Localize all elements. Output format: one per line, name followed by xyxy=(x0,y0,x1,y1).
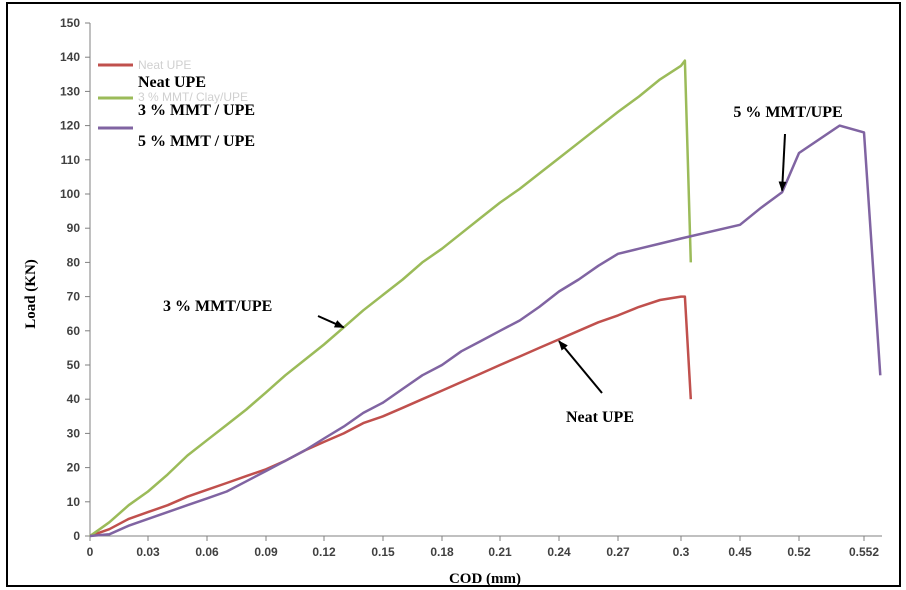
x-tick-label: 0.3 xyxy=(673,545,690,559)
y-tick-label: 150 xyxy=(60,16,80,30)
y-tick-label: 30 xyxy=(67,426,81,440)
y-tick-label: 120 xyxy=(60,119,80,133)
y-tick-label: 60 xyxy=(67,324,81,338)
y-tick-label: 130 xyxy=(60,84,80,98)
y-tick-label: 70 xyxy=(67,290,81,304)
y-tick-label: 140 xyxy=(60,50,80,64)
annotations: 3 % MMT/UPE Neat UPE 5 % MMT/UPE xyxy=(163,104,843,426)
legend-ghost-label: 3 % MMT/ Clay/UPE xyxy=(138,90,248,104)
y-tick-label: 80 xyxy=(67,255,81,269)
annotation-arrow xyxy=(317,315,345,329)
y-tick-label: 40 xyxy=(67,392,81,406)
x-tick-label: 0.552 xyxy=(849,545,879,559)
y-tick-label: 100 xyxy=(60,187,80,201)
x-tick-label: 0.18 xyxy=(430,545,454,559)
x-tick-label: 0.27 xyxy=(606,545,630,559)
series-line-3 xyxy=(89,124,882,538)
series-line-1 xyxy=(89,295,693,538)
x-tick-label: 0.52 xyxy=(787,545,811,559)
y-tick-label: 110 xyxy=(61,153,81,167)
x-tick-label: 0.45 xyxy=(728,545,752,559)
annotation-arrow xyxy=(778,133,787,192)
axes xyxy=(85,22,882,541)
x-tick-label: 0.03 xyxy=(136,545,160,559)
y-tick-label: 50 xyxy=(67,358,81,372)
y-tick-label: 20 xyxy=(67,461,81,475)
x-tick-label: 0.06 xyxy=(195,545,219,559)
legend-label: Neat UPE xyxy=(138,74,206,91)
legend-ghost-label: Neat UPE xyxy=(138,58,191,72)
series-line-2 xyxy=(89,59,693,538)
x-tick-label: 0.12 xyxy=(312,545,336,559)
y-tick-label: 90 xyxy=(67,221,81,235)
annotation-arrow xyxy=(558,340,603,394)
x-tick-label: 0.21 xyxy=(488,545,512,559)
x-tick-label: 0 xyxy=(87,545,94,559)
x-tick-label: 0.15 xyxy=(371,545,395,559)
legend-label: 3 % MMT / UPE xyxy=(138,102,255,119)
chart-frame xyxy=(6,2,901,587)
tick-labels: 0 10 20 30 40 50 60 70 80 90 100 110 120 130 140 150 0 0.… xyxy=(60,16,879,559)
y-axis-title: Load (KN) xyxy=(23,259,39,329)
x-tick-label: 0.09 xyxy=(254,545,278,559)
x-tick-label: 0.24 xyxy=(547,545,571,559)
annotation-label: 5 % MMT/UPE xyxy=(733,104,842,121)
annotation-label: 3 % MMT/UPE xyxy=(163,298,272,315)
y-tick-label: 0 xyxy=(73,529,80,543)
annotation-label: Neat UPE xyxy=(566,409,634,426)
y-tick-label: 10 xyxy=(67,495,81,509)
series-lines xyxy=(89,59,882,538)
legend-label: 5 % MMT / UPE xyxy=(138,133,255,150)
x-axis-title: COD (mm) xyxy=(449,571,521,587)
